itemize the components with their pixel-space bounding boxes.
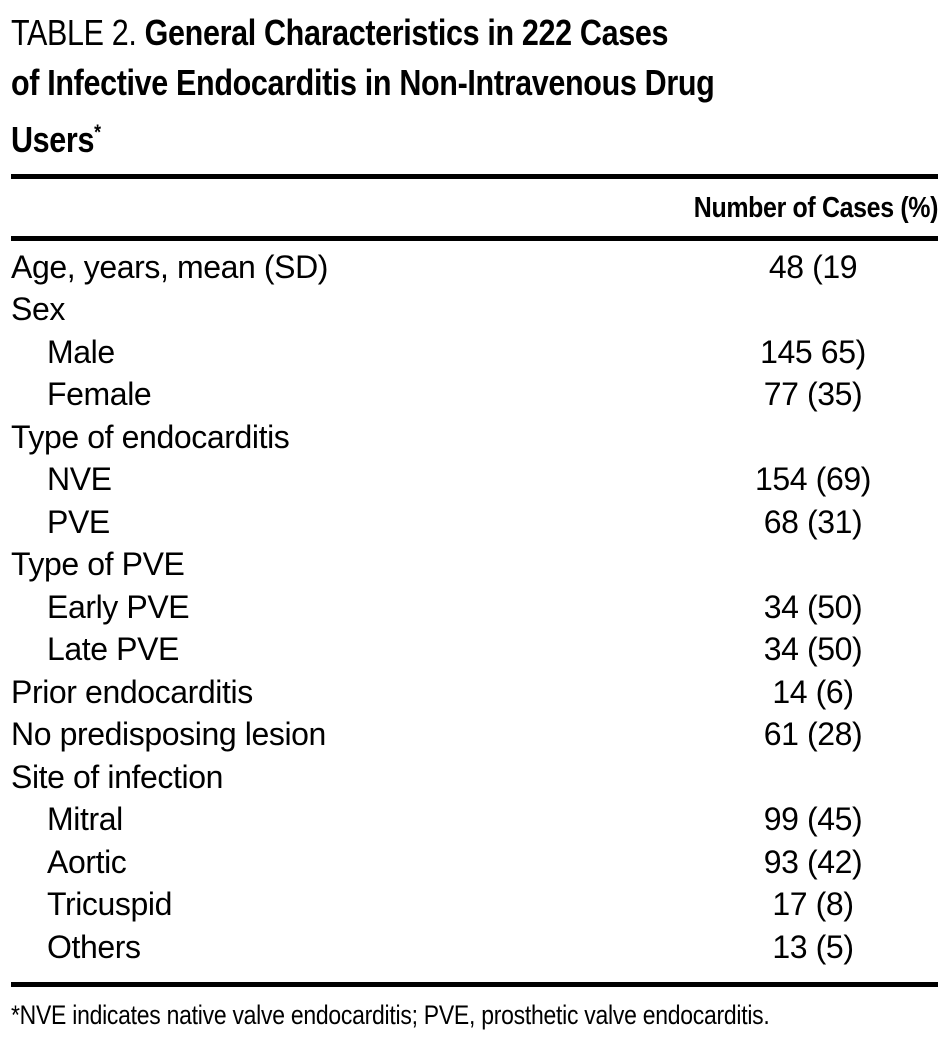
table-row: Site of infection	[11, 756, 938, 799]
row-label: Type of endocarditis	[11, 418, 290, 455]
row-label: Early PVE	[47, 588, 190, 625]
row-label: Sex	[11, 291, 65, 328]
table-row: Late PVE 34 (50)	[11, 629, 938, 672]
row-value: 99 (45)	[763, 801, 863, 838]
top-rule	[11, 174, 938, 179]
row-value: 77 (35)	[763, 376, 863, 413]
row-label: Age, years, mean (SD)	[11, 248, 329, 285]
row-label: Site of infection	[11, 758, 223, 795]
row-label: Female	[47, 376, 152, 413]
table-row: Female 77 (35)	[11, 374, 938, 417]
row-value: 48 (19	[768, 248, 858, 285]
table-row: PVE 68 (31)	[11, 501, 938, 544]
table-title: TABLE 2. General Characteristics in 222 …	[11, 8, 937, 165]
table-title-line-1: TABLE 2. General Characteristics in 222 …	[11, 8, 937, 58]
footnote-marker: *	[94, 121, 101, 144]
table-number-label: TABLE 2.	[11, 12, 137, 53]
row-value: 13 (5)	[772, 928, 854, 965]
row-label: Male	[47, 333, 115, 370]
row-value: 145 65)	[760, 333, 866, 370]
row-label: PVE	[47, 503, 110, 540]
table-row: Type of PVE	[11, 544, 938, 587]
row-label: No predisposing lesion	[11, 716, 326, 753]
row-label: Tricuspid	[47, 886, 173, 923]
row-value: 17 (8)	[772, 886, 854, 923]
table-footnote: *NVE indicates native valve endocarditis…	[11, 999, 770, 1030]
table-row: Others 13 (5)	[11, 926, 938, 969]
row-value: 34 (50)	[763, 631, 863, 668]
bottom-rule	[11, 981, 938, 987]
table-title-text-3: Users	[11, 119, 95, 160]
row-label: NVE	[47, 461, 112, 498]
column-header-number-of-cases: Number of Cases (%)	[693, 192, 939, 224]
table-row: Prior endocarditis 14 (6)	[11, 671, 938, 714]
row-label: Type of PVE	[11, 546, 185, 583]
row-label: Prior endocarditis	[11, 673, 253, 710]
row-value: 34 (50)	[763, 588, 863, 625]
row-value: 14 (6)	[772, 673, 854, 710]
table-row: Male 145 65)	[11, 331, 938, 374]
table-row: Sex	[11, 289, 938, 332]
table-body: Age, years, mean (SD) 48 (19 Sex Male 14…	[11, 241, 938, 969]
table-row: Aortic 93 (42)	[11, 841, 938, 884]
row-label: Others	[47, 928, 141, 965]
header-rule	[11, 236, 938, 241]
row-value: 154 (69)	[755, 461, 871, 498]
column-header-row: Number of Cases (%)	[11, 179, 939, 236]
row-label: Aortic	[47, 843, 127, 880]
row-value: 68 (31)	[763, 503, 863, 540]
row-label: Late PVE	[47, 631, 180, 668]
table-row: Age, years, mean (SD) 48 (19	[11, 246, 938, 289]
table-title-line-2: of Infective Endocarditis in Non-Intrave…	[11, 62, 715, 103]
table-row: NVE 154 (69)	[11, 459, 938, 502]
row-value: 93 (42)	[763, 843, 863, 880]
table-title-text-1: General Characteristics in 222 Cases	[144, 12, 669, 53]
row-label: Mitral	[47, 801, 123, 838]
table-row: Tricuspid 17 (8)	[11, 884, 938, 927]
table-row: Early PVE 34 (50)	[11, 586, 938, 629]
table-row: No predisposing lesion 61 (28)	[11, 714, 938, 757]
table-row: Type of endocarditis	[11, 416, 938, 459]
row-value: 61 (28)	[763, 716, 863, 753]
table-row: Mitral 99 (45)	[11, 799, 938, 842]
table-title-line-3: Users*	[11, 108, 937, 165]
